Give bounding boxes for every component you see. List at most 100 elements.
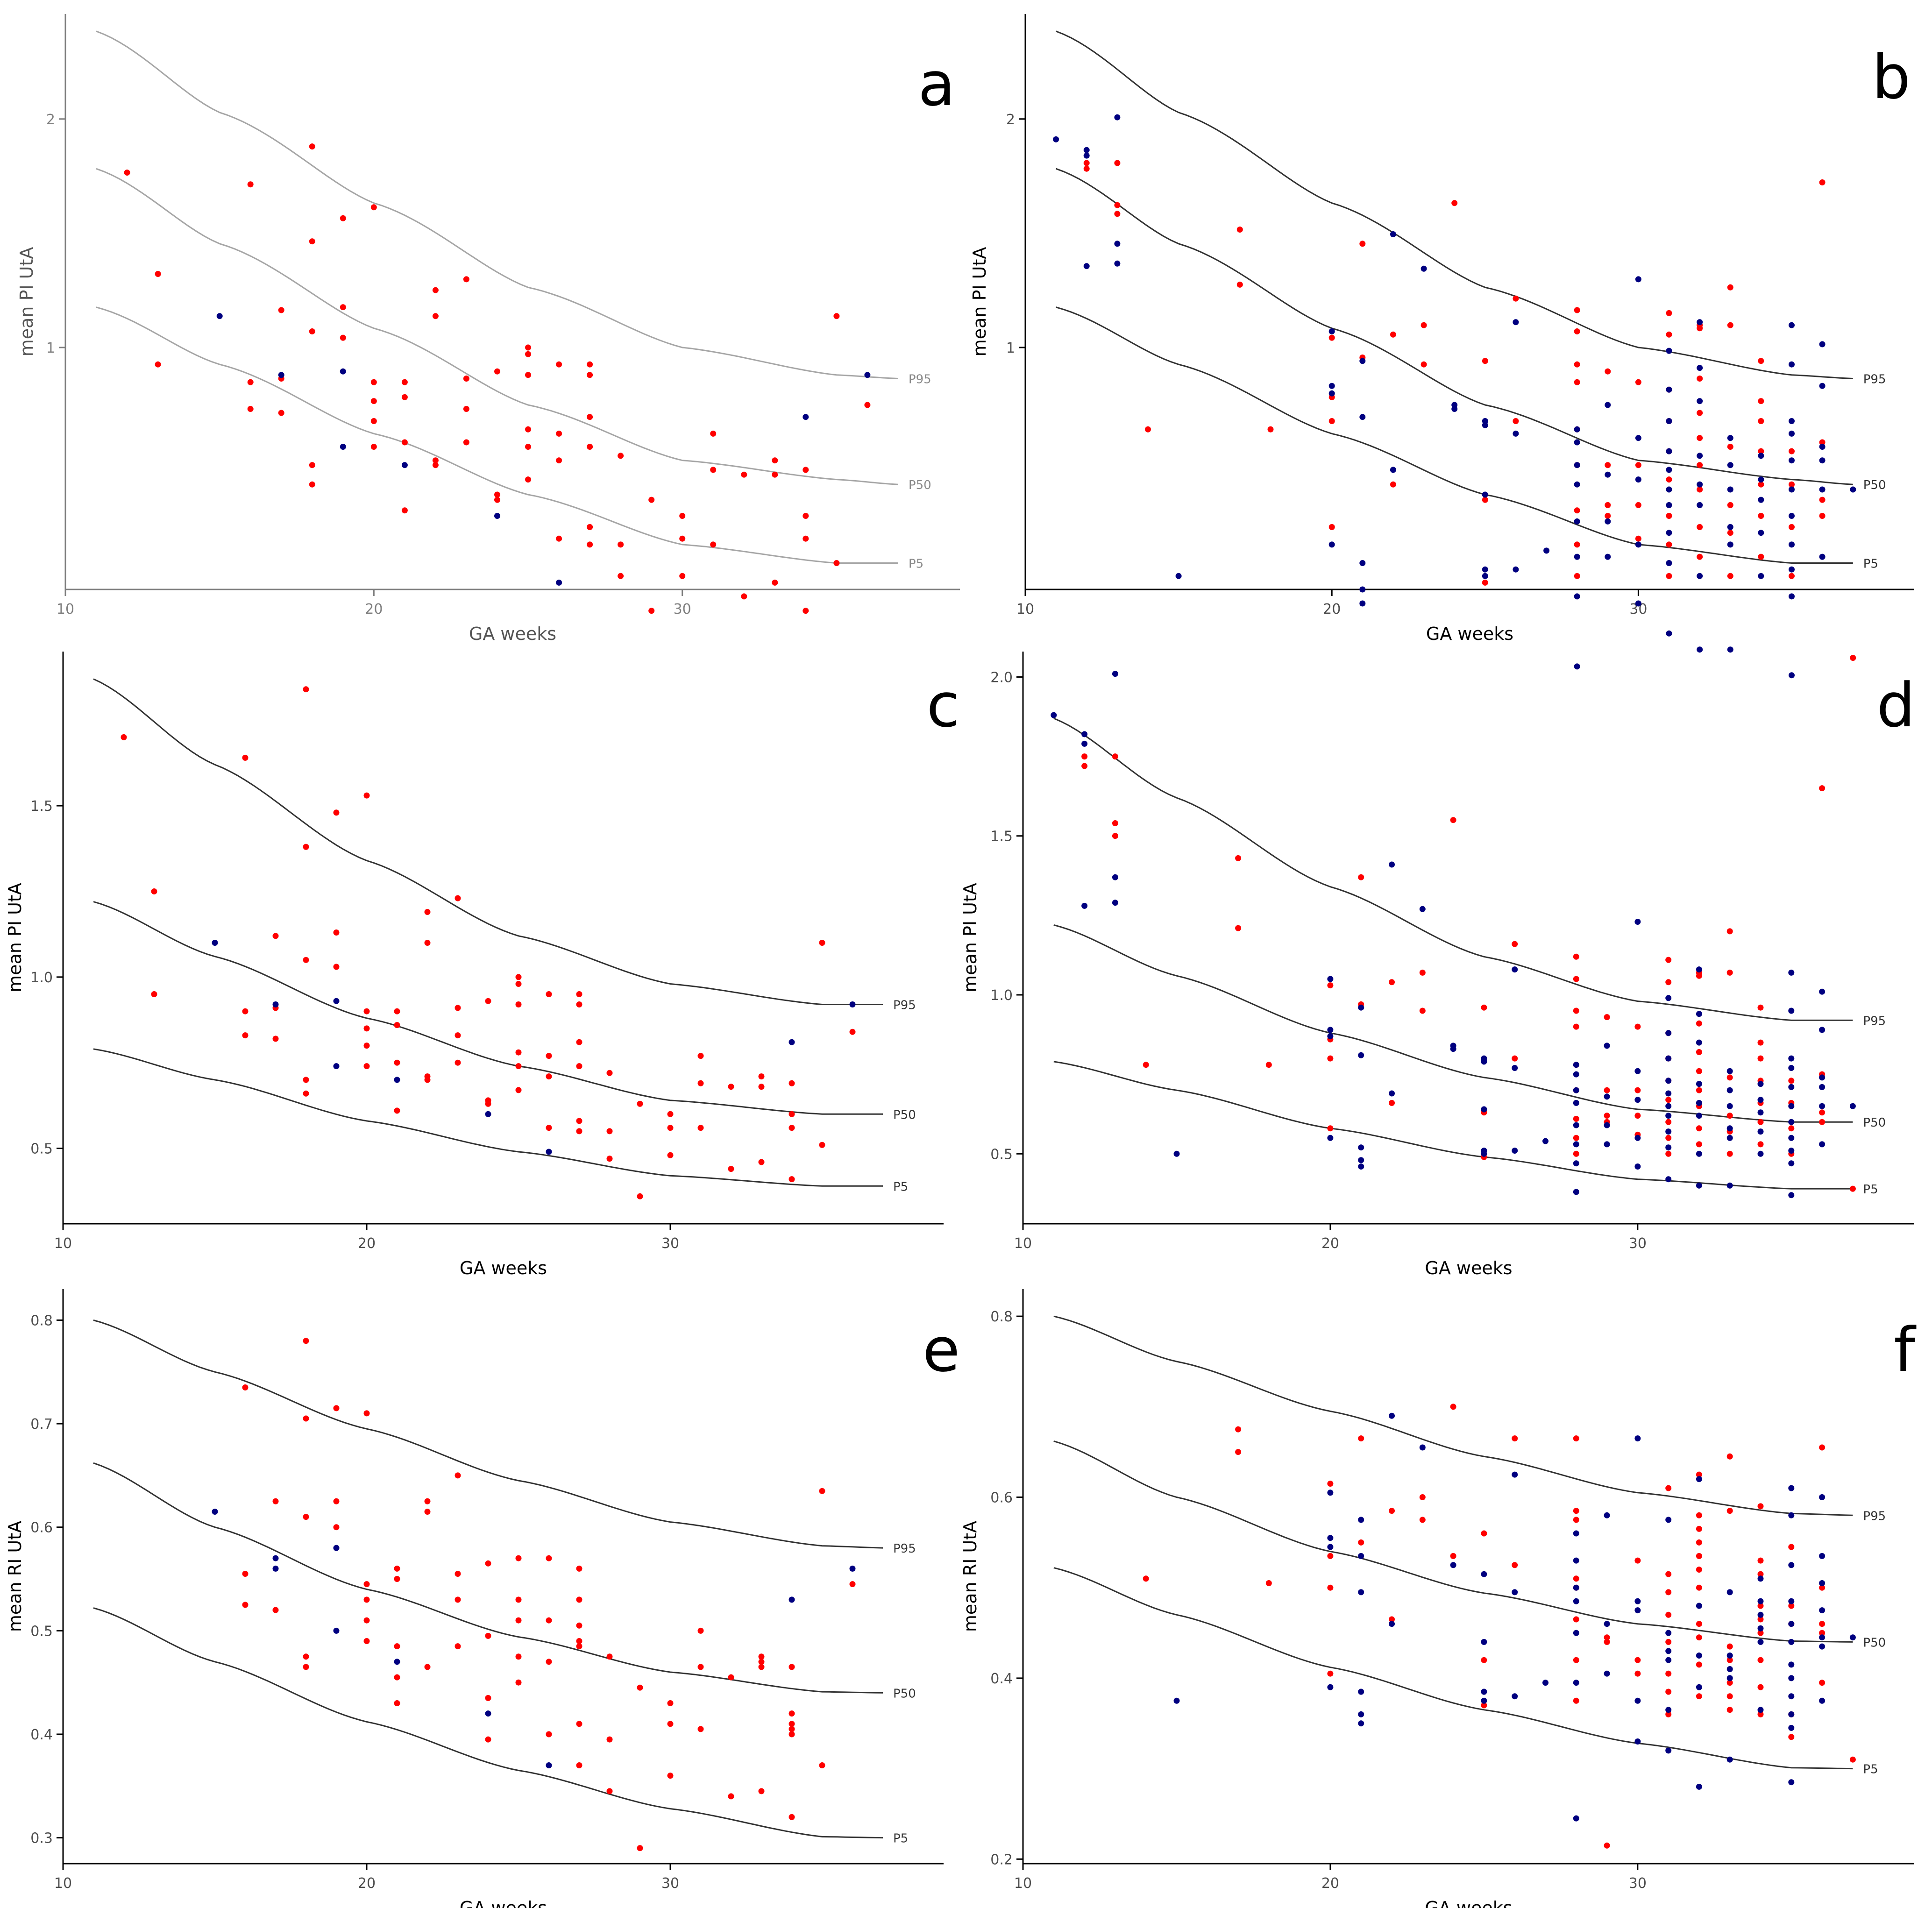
point-blue xyxy=(1389,1090,1395,1097)
point-blue xyxy=(1666,630,1672,637)
point-red xyxy=(667,1111,674,1117)
curve-p50 xyxy=(96,168,898,485)
point-red xyxy=(1696,972,1702,979)
point-blue xyxy=(1481,1697,1487,1704)
point-blue xyxy=(1635,600,1641,607)
point-blue xyxy=(1726,1756,1733,1763)
point-blue xyxy=(1665,1747,1672,1754)
point-red xyxy=(1819,785,1825,792)
point-blue xyxy=(1573,1087,1579,1093)
point-red xyxy=(1390,331,1396,338)
point-red xyxy=(485,1736,491,1743)
point-red xyxy=(1573,1657,1579,1663)
point-red xyxy=(525,426,531,433)
point-blue xyxy=(1604,1512,1610,1518)
point-blue xyxy=(1849,1103,1856,1109)
point-red xyxy=(1327,1670,1334,1677)
panel-c: 10 20 30 0.5 1.0 1.5 GA weeks mean PI UtA P95 P50… xyxy=(5,652,960,1278)
point-blue xyxy=(1605,471,1611,478)
point-blue xyxy=(1696,1113,1702,1119)
y-tick-label: 2.0 xyxy=(990,669,1013,686)
point-red xyxy=(1604,1638,1610,1645)
point-red xyxy=(1421,322,1427,328)
point-blue xyxy=(1327,1027,1334,1033)
panel-letter: b xyxy=(1872,42,1911,113)
point-blue xyxy=(1697,365,1703,371)
point-blue xyxy=(1665,995,1672,1001)
point-red xyxy=(242,1571,249,1577)
point-blue xyxy=(1481,1106,1487,1113)
curve-p5 xyxy=(1056,306,1853,564)
point-red xyxy=(1634,1670,1641,1677)
point-blue xyxy=(394,1659,400,1665)
point-blue xyxy=(1726,1068,1733,1074)
point-blue xyxy=(1819,988,1825,995)
point-red xyxy=(309,143,315,150)
point-red xyxy=(1819,1109,1825,1116)
point-blue xyxy=(1788,1598,1795,1604)
point-red xyxy=(242,1384,249,1390)
point-red xyxy=(758,1788,765,1795)
point-red xyxy=(432,462,439,468)
point-blue xyxy=(485,1710,491,1717)
y-tick-label: 0.2 xyxy=(990,1851,1013,1868)
point-red xyxy=(1819,1444,1825,1451)
x-tick-label: 20 xyxy=(1323,601,1341,617)
point-red xyxy=(515,1555,522,1561)
point-red xyxy=(1635,462,1641,468)
point-red xyxy=(370,418,377,424)
point-red xyxy=(1789,524,1795,530)
curve-label-p5: P5 xyxy=(1863,1183,1878,1197)
point-red xyxy=(1604,1634,1610,1641)
point-red xyxy=(1849,1756,1856,1763)
point-blue xyxy=(1574,462,1580,468)
point-blue xyxy=(1757,1128,1764,1135)
point-red xyxy=(1573,1575,1579,1582)
point-blue xyxy=(1450,1046,1456,1052)
point-red xyxy=(864,402,871,408)
y-axis-title: mean PI UtA xyxy=(969,247,990,357)
point-red xyxy=(1573,953,1579,960)
point-blue xyxy=(1665,1113,1672,1119)
point-red xyxy=(463,276,469,283)
point-blue xyxy=(1757,1081,1764,1087)
point-blue xyxy=(1114,241,1121,247)
point-blue xyxy=(1574,439,1580,446)
point-blue xyxy=(1788,1160,1795,1167)
y-tick-label: 2 xyxy=(1006,112,1015,128)
point-red xyxy=(1727,573,1733,579)
point-red xyxy=(758,1159,765,1165)
point-red xyxy=(1512,1435,1518,1442)
point-blue xyxy=(1819,1074,1825,1081)
point-blue xyxy=(1788,1512,1795,1518)
point-red xyxy=(1726,1643,1733,1650)
point-red xyxy=(576,1565,582,1572)
point-red xyxy=(1726,1693,1733,1700)
point-red xyxy=(576,1118,582,1124)
point-red xyxy=(667,1773,674,1779)
point-blue xyxy=(1788,1638,1795,1645)
point-red xyxy=(1757,1571,1764,1577)
point-red xyxy=(333,964,340,970)
panel-a: 10 20 30 1 2 GA weeks mean PI UtA P95 P50 P5 a xyxy=(16,14,960,644)
point-red xyxy=(1450,1404,1456,1410)
curve-p5 xyxy=(1053,1567,1853,1770)
point-blue xyxy=(546,1149,552,1155)
point-blue xyxy=(1573,1141,1579,1148)
curve-label-p50: P50 xyxy=(1863,478,1886,492)
point-red xyxy=(1143,1062,1149,1068)
point-blue xyxy=(1757,1625,1764,1631)
point-red xyxy=(1757,1004,1764,1011)
y-tick-label: 0.5 xyxy=(30,1623,53,1639)
point-red xyxy=(1481,1530,1487,1537)
point-blue xyxy=(1542,1138,1548,1144)
point-blue xyxy=(1726,1589,1733,1596)
y-tick-label: 0.8 xyxy=(990,1309,1013,1325)
point-red xyxy=(1758,418,1764,424)
point-blue xyxy=(1359,600,1366,607)
point-red xyxy=(525,476,531,483)
x-tick-label: 10 xyxy=(54,1875,72,1892)
x-tick-label: 20 xyxy=(358,1235,376,1252)
point-red xyxy=(576,1643,582,1650)
